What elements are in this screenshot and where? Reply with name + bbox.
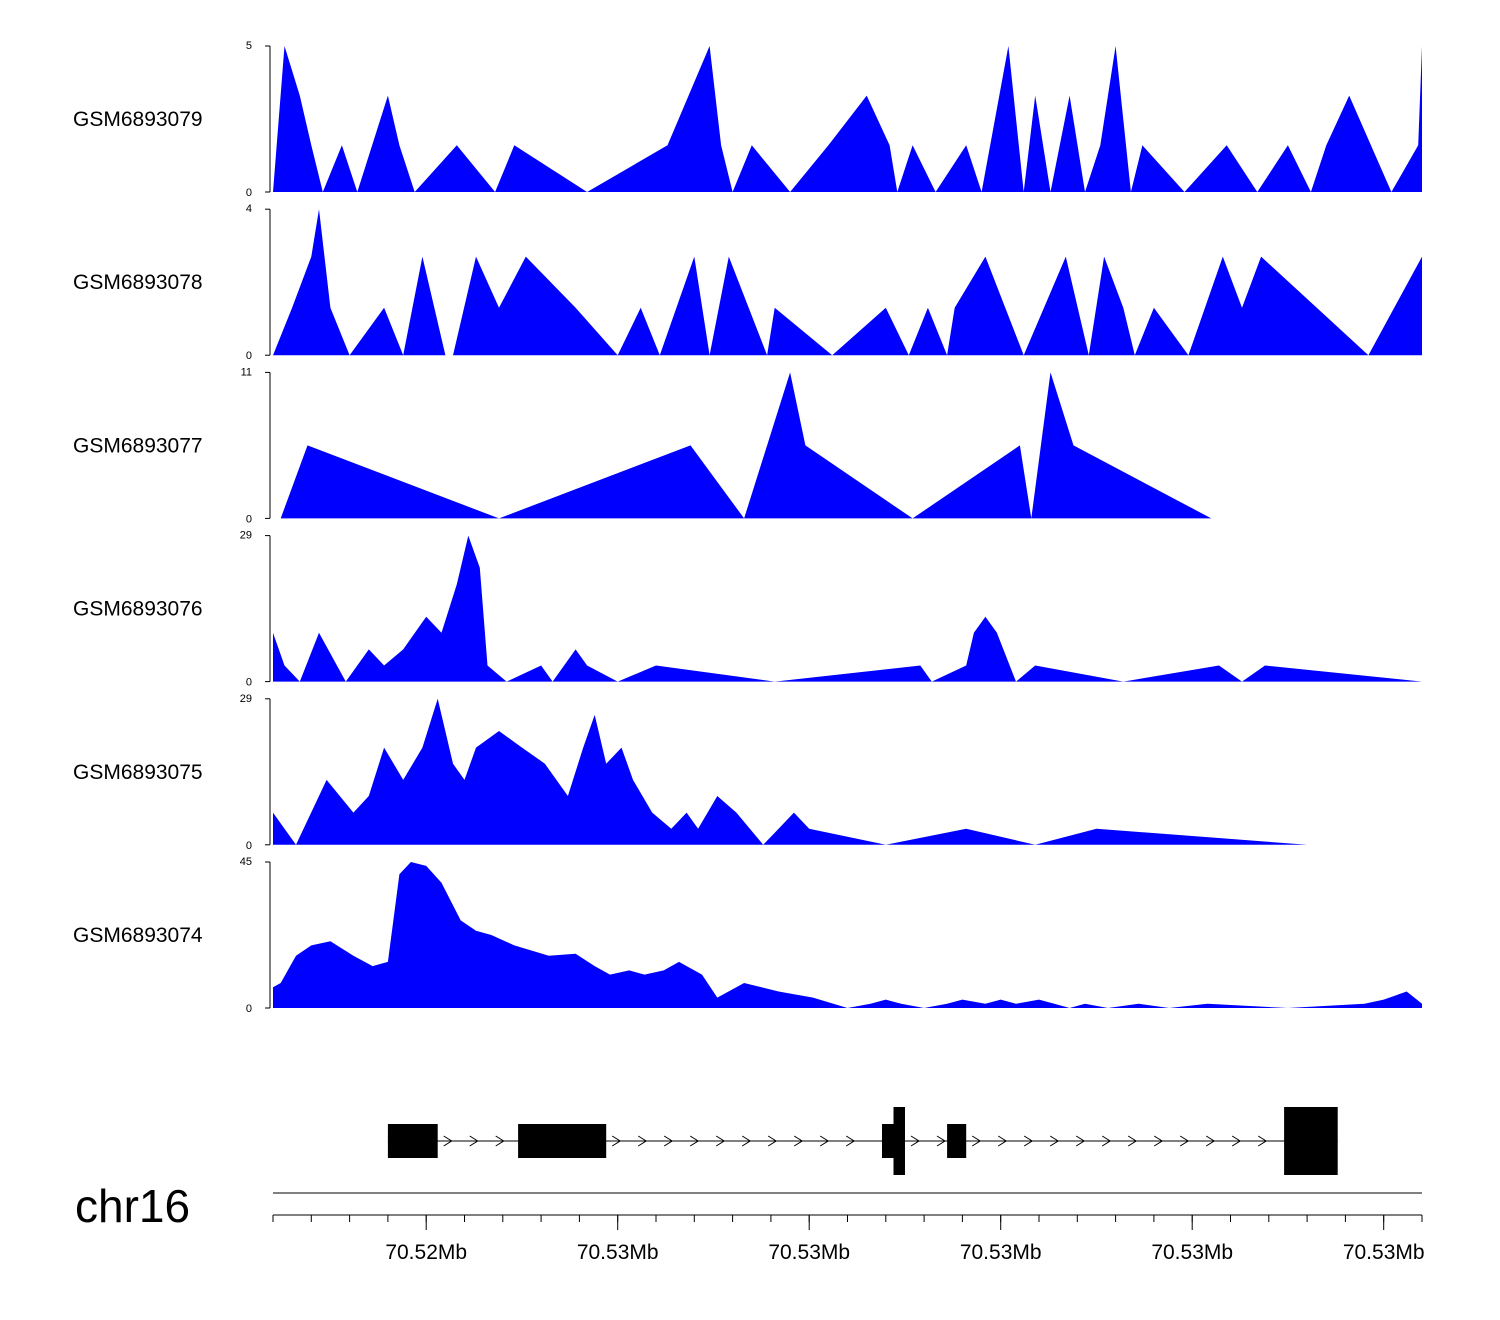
y-tick-label-max: 45 <box>240 856 252 868</box>
strand-chevron <box>741 1135 752 1147</box>
strand-chevron <box>443 1135 453 1147</box>
x-tick-label: 70.53Mb <box>1151 1241 1233 1264</box>
track-GSM6893075: 29 0 GSM6893075 <box>73 693 1308 852</box>
strand-chevron <box>469 1135 479 1147</box>
strand-chevron <box>819 1135 830 1147</box>
exon-block <box>882 1124 894 1158</box>
track-GSM6893078: 4 0 GSM6893078 <box>73 203 1422 362</box>
chromosome-label: chr16 <box>75 1180 190 1232</box>
exon-block <box>518 1124 607 1158</box>
track-label: GSM6893079 <box>73 108 203 131</box>
y-tick-label-max: 11 <box>241 366 252 378</box>
strand-chevron <box>767 1135 778 1147</box>
coverage-area <box>273 209 1422 356</box>
strand-chevron <box>793 1135 804 1147</box>
coverage-area <box>273 862 1422 1008</box>
y-tick-label-min: 0 <box>246 513 252 525</box>
strand-chevron <box>1231 1135 1242 1147</box>
y-tick-label-max: 5 <box>246 40 252 52</box>
strand-chevron <box>637 1135 648 1147</box>
y-tick-label-min: 0 <box>246 350 252 362</box>
y-tick-label-min: 0 <box>246 677 252 689</box>
track-GSM6893076: 29 0 GSM6893076 <box>73 530 1422 689</box>
track-label: GSM6893077 <box>73 434 203 457</box>
strand-chevron <box>1023 1135 1034 1147</box>
x-tick-label: 70.52Mb <box>385 1241 467 1264</box>
strand-chevron <box>845 1135 856 1147</box>
coverage-area <box>273 46 1422 192</box>
coverage-tracks: 5 0 GSM6893079 4 0 GSM6893078 11 0 GSM6893077 29 0… <box>73 40 1422 1015</box>
strand-chevron <box>1127 1135 1138 1147</box>
coverage-area <box>273 698 1308 845</box>
exon-block <box>387 1124 438 1158</box>
x-tick-label: 70.53Mb <box>577 1241 659 1264</box>
x-tick-label: 70.53Mb <box>1343 1241 1425 1264</box>
coverage-area <box>273 535 1422 682</box>
strand-chevron <box>1257 1135 1268 1147</box>
track-label: GSM6893076 <box>73 598 203 621</box>
y-tick-label-max: 29 <box>240 693 252 705</box>
y-tick-label-min: 0 <box>246 840 252 852</box>
exon-block <box>893 1107 905 1175</box>
track-GSM6893077: 11 0 GSM6893077 <box>73 366 1212 525</box>
strand-chevron <box>997 1135 1008 1147</box>
strand-chevron <box>1179 1135 1190 1147</box>
track-label: GSM6893075 <box>73 761 203 784</box>
strand-chevron <box>663 1135 674 1147</box>
strand-chevron <box>715 1135 726 1147</box>
track-GSM6893074: 45 0 GSM6893074 <box>73 856 1422 1015</box>
track-label: GSM6893074 <box>73 924 203 947</box>
y-tick-label-max: 29 <box>240 530 252 542</box>
x-tick-label: 70.53Mb <box>960 1241 1042 1264</box>
gene-model-track <box>387 1107 1338 1175</box>
strand-chevron <box>495 1135 505 1147</box>
exon-block <box>947 1124 967 1158</box>
strand-chevron <box>971 1135 982 1147</box>
track-GSM6893079: 5 0 GSM6893079 <box>73 40 1422 199</box>
y-tick-label-max: 4 <box>246 203 252 215</box>
strand-chevron <box>689 1135 700 1147</box>
strand-chevron <box>1075 1135 1086 1147</box>
exon-block <box>1284 1107 1338 1175</box>
x-tick-label: 70.53Mb <box>768 1241 850 1264</box>
strand-chevron <box>611 1135 622 1147</box>
coverage-area <box>280 372 1212 519</box>
strand-chevron <box>910 1135 920 1147</box>
strand-chevron <box>1049 1135 1060 1147</box>
strand-chevron <box>1153 1135 1164 1147</box>
strand-chevron <box>936 1135 946 1147</box>
y-tick-label-min: 0 <box>246 1003 252 1015</box>
strand-chevron <box>1101 1135 1112 1147</box>
y-tick-label-min: 0 <box>246 187 252 199</box>
strand-chevron <box>1205 1135 1216 1147</box>
track-label: GSM6893078 <box>73 271 203 294</box>
genome-axis: chr16 70.52Mb 70.53Mb 70.53Mb 70.53Mb 70.53M… <box>75 1180 1425 1264</box>
